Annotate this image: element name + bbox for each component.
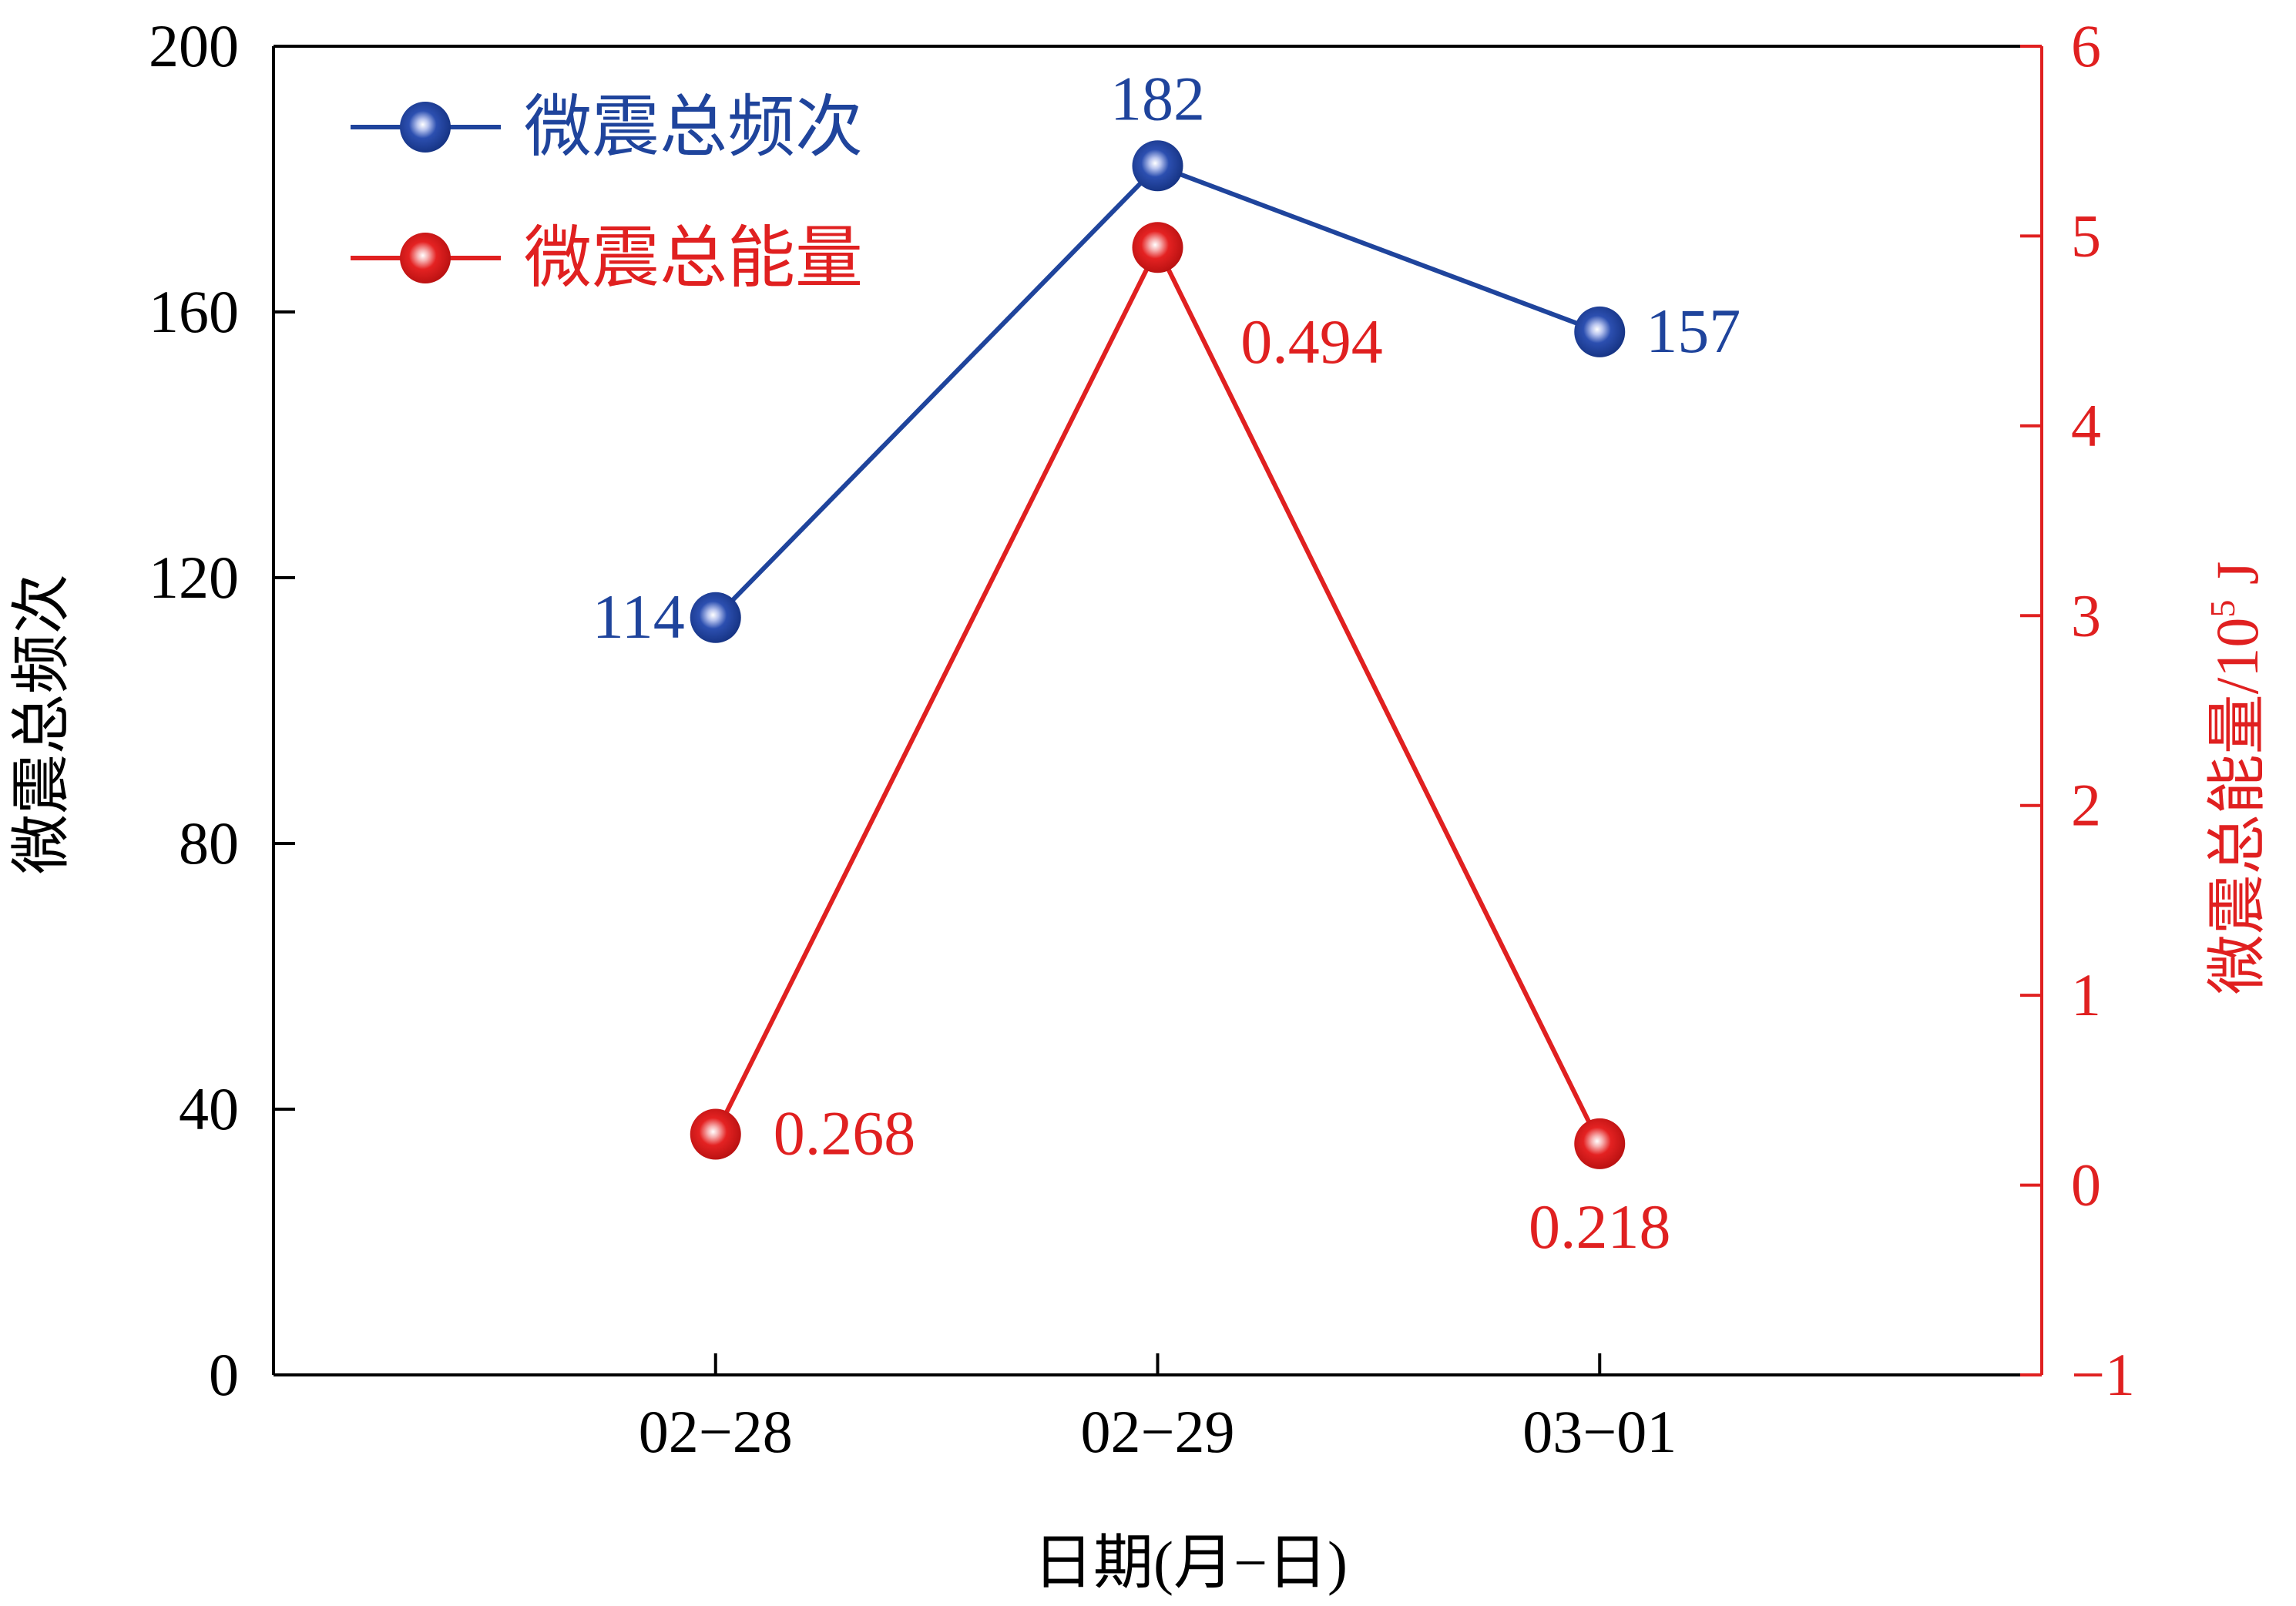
data-label: 0.218 [1529,1192,1671,1262]
right-axis-tick-label: 0 [2071,1152,2101,1219]
x-axis-tick-label: 03−01 [1522,1398,1677,1465]
data-point-marker [1132,222,1183,273]
legend-label: 微震总能量 [524,222,863,297]
right-axis-tick-label: 5 [2071,202,2101,269]
data-label: 0.268 [774,1098,916,1168]
left-axis-tick-label: 0 [209,1341,239,1408]
left-axis-tick-label: 80 [179,810,239,877]
left-y-axis: 0 40 80 120 160 200 [149,12,295,1408]
x-axis: 02−28 02−29 03−01 [639,1353,1677,1465]
series-layer: 114 182 157 0.268 0.494 0.218 [592,63,1740,1262]
right-y-axis-label-main: 微震总能量/10 [2204,618,2271,995]
left-axis-tick-label: 160 [149,278,239,345]
data-label: 0.494 [1240,307,1383,377]
x-axis-label: 日期(月−日) [1033,1529,1348,1596]
legend-marker [400,233,451,283]
right-axis-tick-label: 4 [2071,392,2101,459]
right-axis-tick-label: −1 [2071,1341,2135,1408]
right-y-axis: −1 0 1 2 3 4 5 6 [2020,12,2135,1408]
x-axis-tick-label: 02−28 [639,1398,793,1465]
right-axis-tick-label: 6 [2071,12,2101,79]
right-y-axis-label-exponent: 5 [2203,600,2242,618]
data-label: 114 [592,582,685,652]
data-point-marker [1574,1118,1626,1169]
left-axis-tick-label: 40 [179,1075,239,1142]
left-axis-tick-label: 120 [149,544,239,611]
data-point-marker [690,592,741,643]
data-point-marker [1132,140,1183,192]
right-axis-tick-label: 3 [2071,582,2101,649]
right-y-axis-label: 微震总能量/105 J [2203,562,2271,995]
data-label: 182 [1110,63,1205,133]
left-y-axis-label: 微震总频次 [8,574,75,874]
legend-marker [400,102,451,153]
series-line-energy [713,242,1602,1145]
right-y-axis-label-unit: J [2204,562,2271,600]
x-axis-tick-label: 02−29 [1081,1398,1235,1465]
right-axis-tick-label: 1 [2071,961,2101,1028]
legend-label: 微震总频次 [524,91,863,166]
data-point-marker [1574,306,1626,357]
right-axis-tick-label: 2 [2071,772,2101,839]
data-point-marker [690,1108,741,1160]
data-label: 157 [1646,296,1740,366]
left-axis-tick-label: 200 [149,12,239,79]
